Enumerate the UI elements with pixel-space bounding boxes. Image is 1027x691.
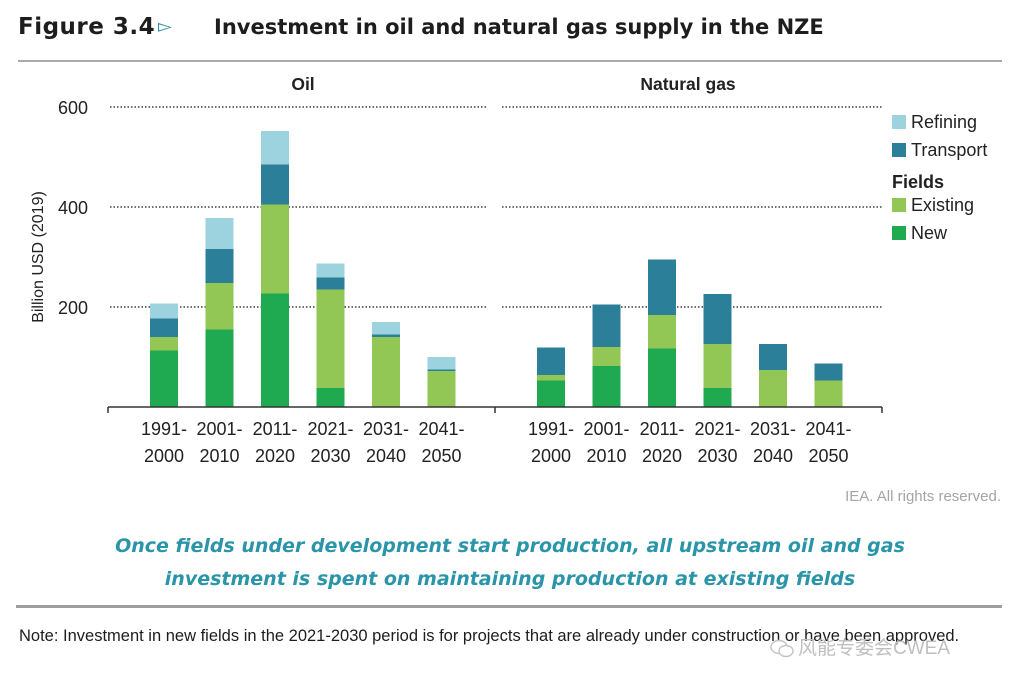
bar-transport-2031-2040 bbox=[372, 334, 400, 337]
watermark: 风能专委会CWEA bbox=[770, 633, 950, 660]
x-tick-label-end: 2000 bbox=[144, 446, 184, 466]
x-tick-label-start: 1991- bbox=[528, 419, 574, 439]
bar-existing-2011-2020 bbox=[261, 204, 289, 294]
x-tick-label-end: 2020 bbox=[255, 446, 295, 466]
bar-new-2001-2010 bbox=[205, 329, 234, 407]
bar-transport-2011-2020 bbox=[648, 259, 676, 315]
bar-existing-2001-2010 bbox=[592, 347, 621, 366]
bar-refining-2041-2050 bbox=[427, 357, 456, 370]
bar-new-2021-2030 bbox=[703, 388, 732, 407]
x-tick-label-end: 2040 bbox=[753, 446, 793, 466]
bar-existing-2031-2040 bbox=[372, 337, 400, 407]
y-tick-label: 600 bbox=[58, 98, 88, 118]
bar-existing-1991-2000 bbox=[150, 337, 178, 351]
bar-new-1991-2000 bbox=[537, 380, 565, 407]
figure-caption: Once fields under development start prod… bbox=[60, 530, 960, 596]
stacked-bar-chart: Billion USD (2019) 200 400 600 Oil 1991- 2000 2… bbox=[30, 74, 987, 466]
bar-transport-2011-2020 bbox=[261, 164, 289, 205]
bar-new-2011-2020 bbox=[261, 293, 289, 407]
legend-label-existing: Existing bbox=[911, 195, 974, 215]
x-tick-label-start: 2011- bbox=[253, 419, 298, 439]
triangle-right-icon: ▻ bbox=[158, 16, 172, 36]
x-tick-label-end: 2010 bbox=[586, 446, 626, 466]
bar-transport-2041-2050 bbox=[814, 363, 843, 381]
panel-title-natural-gas: Natural gas bbox=[640, 74, 736, 94]
caption-line-1: Once fields under development start prod… bbox=[115, 535, 905, 557]
bar-existing-2041-2050 bbox=[814, 380, 843, 407]
x-tick-label-start: 2021- bbox=[694, 419, 740, 439]
x-tick-label-end: 2020 bbox=[642, 446, 682, 466]
bar-transport-2021-2030 bbox=[316, 277, 345, 290]
x-tick-label-start: 2031- bbox=[750, 419, 796, 439]
bar-new-2011-2020 bbox=[648, 348, 676, 407]
bar-existing-2041-2050 bbox=[427, 371, 456, 407]
x-tick-label-start: 2031- bbox=[363, 419, 409, 439]
x-tick-label-start: 1991- bbox=[141, 419, 187, 439]
figure-note: Note: Investment in new fields in the 20… bbox=[19, 627, 960, 645]
bar-transport-2031-2040 bbox=[759, 344, 787, 370]
figure-header: Figure 3.4 ▻ Investment in oil and natur… bbox=[18, 14, 1008, 50]
legend-label-refining: Refining bbox=[911, 112, 977, 132]
bar-refining-2021-2030 bbox=[316, 263, 345, 278]
bar-new-2001-2010 bbox=[592, 366, 621, 407]
y-axis-label: Billion USD (2019) bbox=[30, 191, 47, 323]
x-tick-label-start: 2021- bbox=[307, 419, 353, 439]
bar-transport-2021-2030 bbox=[703, 294, 732, 344]
bar-new-1991-2000 bbox=[150, 350, 178, 407]
bar-refining-2031-2040 bbox=[372, 322, 400, 335]
x-tick-label-end: 2030 bbox=[697, 446, 737, 466]
figure-title: Investment in oil and natural gas supply… bbox=[214, 15, 824, 39]
legend-swatch-transport bbox=[892, 143, 906, 157]
bar-refining-2001-2010 bbox=[205, 218, 234, 249]
legend-swatch-existing bbox=[892, 198, 906, 212]
x-tick-label-start: 2001- bbox=[196, 419, 242, 439]
chat-bubble-icon bbox=[770, 639, 794, 658]
bar-transport-1991-2000 bbox=[150, 318, 178, 337]
bar-transport-2001-2010 bbox=[592, 304, 621, 347]
x-tick-label-end: 2000 bbox=[531, 446, 571, 466]
x-tick-label-end: 2030 bbox=[310, 446, 350, 466]
y-tick-label: 400 bbox=[58, 198, 88, 218]
x-tick-label-end: 2040 bbox=[366, 446, 406, 466]
bar-new-2021-2030 bbox=[316, 388, 345, 407]
x-tick-label-end: 2050 bbox=[808, 446, 848, 466]
bar-transport-1991-2000 bbox=[537, 347, 565, 375]
figure-label: Figure 3.4 bbox=[18, 14, 156, 40]
x-tick-label-end: 2010 bbox=[199, 446, 239, 466]
x-tick-label-start: 2041- bbox=[418, 419, 464, 439]
bar-existing-2021-2030 bbox=[703, 344, 732, 388]
bar-transport-2041-2050 bbox=[427, 369, 456, 371]
bar-existing-1991-2000 bbox=[537, 375, 565, 381]
bar-existing-2001-2010 bbox=[205, 283, 234, 330]
top-divider bbox=[18, 60, 1002, 62]
bar-transport-2001-2010 bbox=[205, 249, 234, 283]
legend-group-title: Fields bbox=[892, 172, 944, 192]
bar-refining-2011-2020 bbox=[261, 131, 289, 165]
x-tick-label-start: 2011- bbox=[640, 419, 685, 439]
bar-existing-2031-2040 bbox=[759, 370, 787, 407]
y-tick-label: 200 bbox=[58, 298, 88, 318]
legend-label-transport: Transport bbox=[911, 140, 987, 160]
x-tick-label-start: 2041- bbox=[805, 419, 851, 439]
bar-refining-1991-2000 bbox=[150, 303, 178, 319]
panel-title-oil: Oil bbox=[291, 74, 314, 94]
bar-existing-2011-2020 bbox=[648, 315, 676, 349]
x-tick-label-end: 2050 bbox=[421, 446, 461, 466]
bottom-divider bbox=[16, 605, 1002, 608]
legend-swatch-new bbox=[892, 226, 906, 240]
legend-label-new: New bbox=[911, 223, 948, 243]
watermark-text: 风能专委会CWEA bbox=[798, 638, 951, 659]
bar-existing-2021-2030 bbox=[316, 289, 345, 388]
legend-swatch-refining bbox=[892, 115, 906, 129]
credit-line: IEA. All rights reserved. bbox=[845, 488, 1001, 505]
caption-line-2: investment is spent on maintaining produ… bbox=[164, 568, 856, 590]
x-tick-label-start: 2001- bbox=[583, 419, 629, 439]
